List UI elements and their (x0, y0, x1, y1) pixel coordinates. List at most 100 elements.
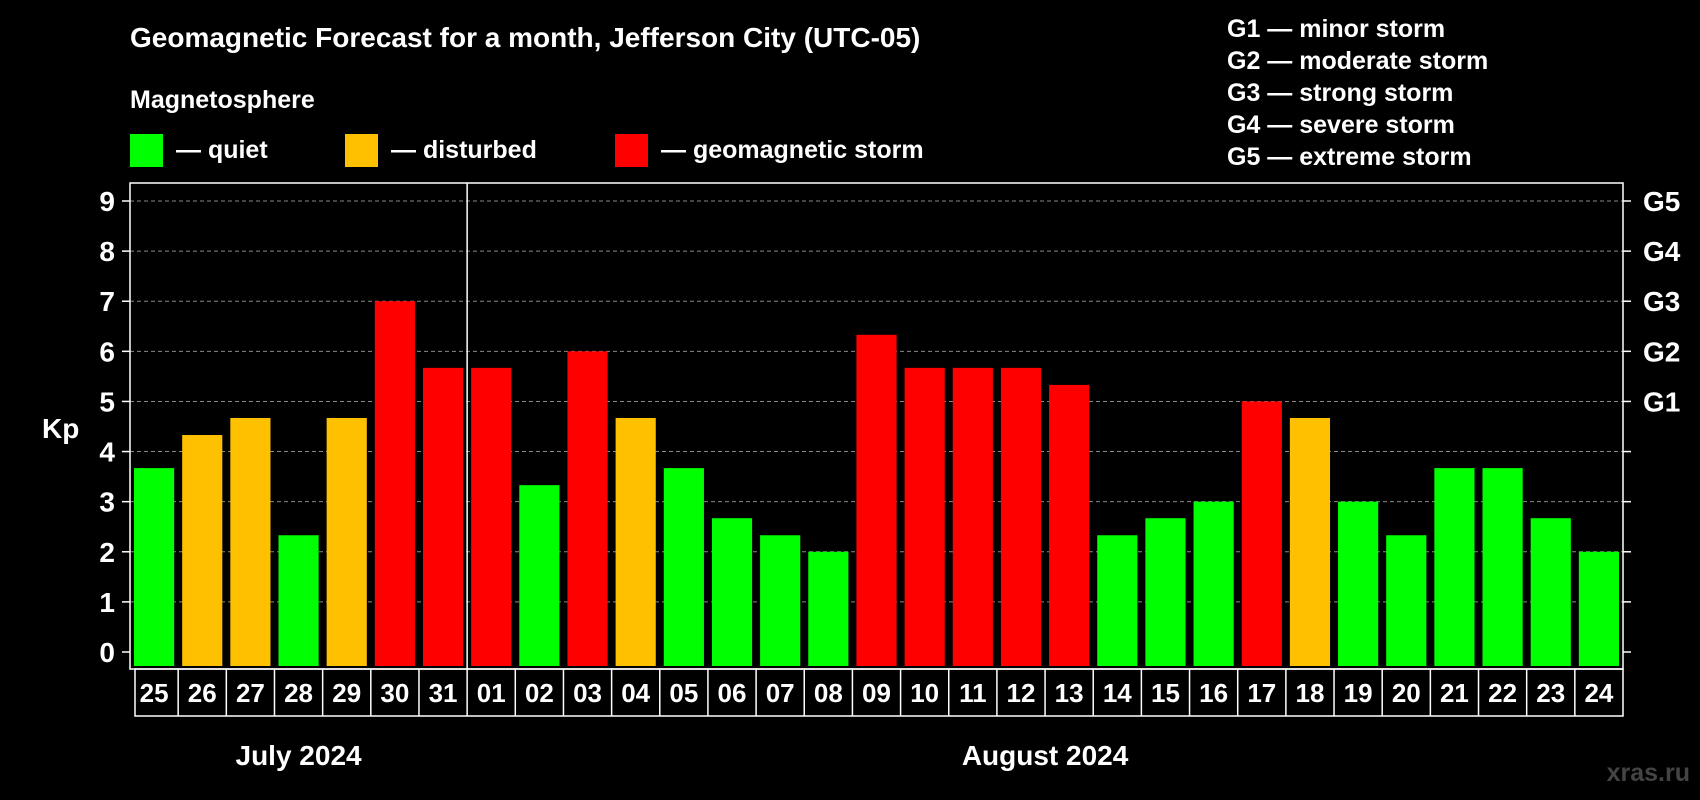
day-label: 12 (1007, 678, 1036, 708)
y-tick-label: 4 (99, 437, 115, 468)
day-label: 10 (910, 678, 939, 708)
bar-day-06 (711, 518, 753, 666)
day-label: 09 (862, 678, 891, 708)
day-label: 25 (140, 678, 169, 708)
bar-day-01 (471, 367, 512, 666)
bar-day-14 (1097, 535, 1138, 666)
right-axis-label-g5: G5 (1643, 186, 1680, 217)
bar-day-29 (326, 417, 367, 666)
storm-scale-g2: G2 — moderate storm (1227, 47, 1488, 75)
legend-label-disturbed: — disturbed (391, 136, 537, 164)
y-tick-label: 2 (99, 537, 115, 568)
bar-day-12 (1000, 367, 1042, 666)
bar-day-13 (1049, 384, 1090, 666)
bar-day-20 (1386, 535, 1427, 666)
day-label: 05 (669, 678, 698, 708)
day-label: 26 (188, 678, 217, 708)
day-label: 27 (236, 678, 265, 708)
day-label: 13 (1055, 678, 1084, 708)
bar-day-15 (1145, 518, 1186, 666)
bars (134, 301, 1619, 666)
y-tick-label: 8 (99, 236, 115, 267)
day-label: 19 (1344, 678, 1373, 708)
day-label: 15 (1151, 678, 1180, 708)
bar-day-18 (1289, 417, 1331, 666)
bar-day-31 (422, 367, 464, 666)
day-label: 02 (525, 678, 554, 708)
day-label: 29 (332, 678, 361, 708)
y-tick-label: 3 (99, 487, 115, 518)
legend-item-disturbed: — disturbed (345, 134, 537, 167)
day-label: 21 (1440, 678, 1469, 708)
chart-title: Geomagnetic Forecast for a month, Jeffer… (130, 22, 920, 53)
day-label: 16 (1199, 678, 1228, 708)
day-label: 04 (621, 678, 650, 708)
bar-day-19 (1338, 501, 1379, 666)
day-label: 07 (766, 678, 795, 708)
day-label: 24 (1584, 678, 1613, 708)
day-label: 18 (1295, 678, 1324, 708)
day-labels: 25 26 27 28 29 30 31 01 02 03 04 05 06 07 08 09 10 11 12 13… (134, 668, 1624, 717)
bar-day-28 (278, 535, 319, 666)
day-label: 11 (959, 678, 987, 708)
day-label: 14 (1103, 678, 1132, 708)
bar-day-04 (615, 417, 656, 666)
y-tick-label: 5 (99, 386, 115, 417)
storm-scale-g1: G1 — minor storm (1227, 15, 1445, 43)
day-label: 31 (429, 678, 458, 708)
right-axis-storm-levels: G1 G2 G3 G4 G5 (1643, 186, 1681, 417)
legend-swatch-quiet (130, 134, 163, 167)
y-tick-label: 7 (99, 286, 115, 317)
day-label: 28 (284, 678, 313, 708)
storm-scale-key: G1 — minor storm G2 — moderate storm G3 … (1227, 15, 1488, 171)
bar-day-02 (519, 485, 560, 666)
y-tick-label: 0 (99, 637, 115, 668)
right-axis-label-g2: G2 (1643, 336, 1680, 367)
day-label-strip (134, 668, 1624, 717)
y-axis-ticks: 0 1 2 3 4 5 6 7 8 9 (99, 186, 1631, 668)
bar-day-08 (808, 551, 849, 666)
bar-day-09 (856, 334, 897, 666)
storm-scale-g5: G5 — extreme storm (1227, 143, 1472, 171)
month-label-0: July 2024 (236, 740, 363, 771)
day-label: 08 (814, 678, 843, 708)
day-label: 06 (718, 678, 747, 708)
bar-day-11 (952, 367, 993, 666)
bar-day-30 (374, 301, 415, 666)
day-label: 23 (1536, 678, 1565, 708)
legend-heading: Magnetosphere (130, 86, 315, 114)
right-axis-label-g3: G3 (1643, 286, 1680, 317)
legend-swatch-storm (615, 134, 648, 167)
legend-label-quiet: — quiet (176, 136, 268, 164)
y-axis-label: Kp (42, 413, 79, 444)
bar-day-26 (182, 435, 223, 666)
right-axis-label-g1: G1 (1643, 386, 1680, 417)
month-labels: July 2024 August 2024 (236, 740, 1129, 771)
y-tick-label: 6 (99, 336, 115, 367)
bar-day-10 (904, 367, 945, 666)
bar-day-05 (663, 468, 704, 666)
day-label: 22 (1488, 678, 1517, 708)
bar-day-16 (1193, 501, 1234, 666)
watermark: xras.ru (1607, 759, 1690, 787)
y-tick-label: 9 (99, 186, 115, 217)
day-label: 20 (1392, 678, 1421, 708)
legend-swatch-disturbed (345, 134, 378, 167)
right-axis-label-g4: G4 (1643, 236, 1681, 267)
month-label-1: August 2024 (962, 740, 1129, 771)
day-label: 17 (1247, 678, 1276, 708)
y-tick-label: 1 (99, 587, 115, 618)
storm-scale-g3: G3 — strong storm (1227, 79, 1453, 107)
storm-scale-g4: G4 — severe storm (1227, 111, 1455, 139)
bar-day-21 (1434, 468, 1475, 666)
bar-day-24 (1578, 551, 1619, 666)
legend-item-storm: — geomagnetic storm (615, 134, 924, 167)
bar-day-17 (1241, 401, 1282, 666)
day-label: 03 (573, 678, 602, 708)
legend-item-quiet: — quiet (130, 134, 268, 167)
bar-day-27 (230, 417, 271, 666)
bar-day-22 (1482, 468, 1523, 666)
bar-day-03 (567, 351, 608, 666)
